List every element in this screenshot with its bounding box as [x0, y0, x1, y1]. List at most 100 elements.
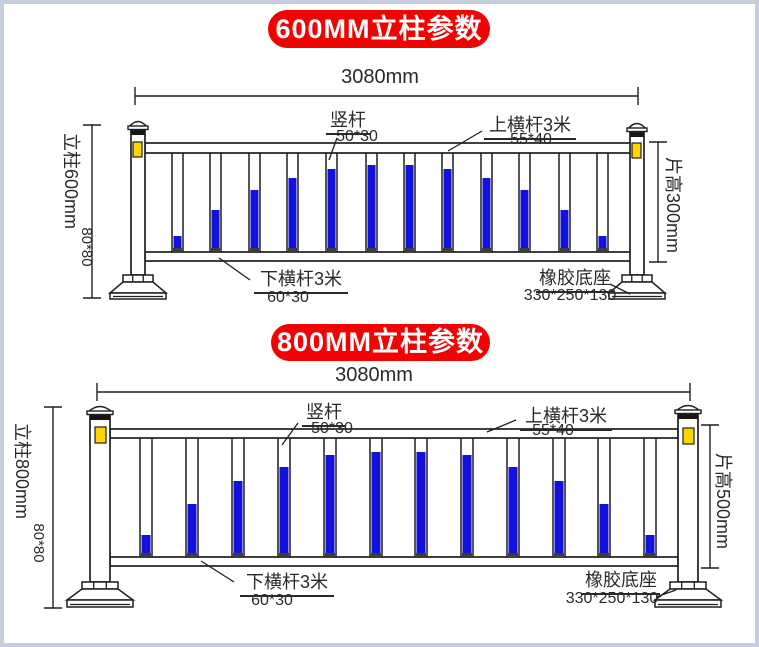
leader-line: [609, 283, 631, 295]
picket-blue-insert: [416, 452, 426, 553]
picket-blue-insert: [405, 165, 414, 248]
post-band: [131, 130, 145, 135]
post-section-dimension: 80*80: [30, 523, 47, 563]
picket-foot: [173, 248, 182, 253]
top-rail-size: 55*40: [510, 131, 552, 148]
picket-blue-insert: [520, 190, 529, 248]
diagram-title: 800MM立柱参数: [276, 327, 485, 357]
leader-line: [200, 560, 235, 583]
base-collar: [669, 581, 707, 590]
picket-blue-insert: [288, 178, 297, 248]
picket-foot: [233, 553, 243, 558]
bottom-rail-size: 60*30: [251, 592, 293, 609]
picket-blue-insert: [250, 190, 259, 248]
picket-blue-insert: [325, 455, 335, 553]
diagram-800-title-banner: 800MM立柱参数: [271, 324, 490, 361]
base-collar: [81, 581, 119, 590]
top-rail-label: 上横杆3米: [484, 111, 576, 140]
picket-foot: [367, 248, 376, 253]
post-cap-rim: [127, 125, 149, 131]
picket-blue-insert: [508, 467, 518, 553]
picket-foot: [405, 248, 414, 253]
picket-blue-insert: [443, 169, 452, 248]
picket-foot: [645, 553, 655, 558]
base-label: 橡胶底座: [582, 566, 660, 595]
post-cap-rim: [86, 410, 114, 416]
diagram-title: 600MM立柱参数: [275, 14, 483, 44]
picket-foot: [443, 248, 452, 253]
base-plate: [66, 599, 134, 608]
upright-label: 竖杆: [302, 398, 346, 427]
post-band: [90, 415, 110, 420]
picket-foot: [288, 248, 297, 253]
picket-foot: [327, 248, 336, 253]
base-label: 橡胶底座: [536, 264, 614, 293]
post-cap-rim: [674, 409, 702, 415]
picket-blue-insert: [598, 236, 607, 248]
fence-diagram-600: [83, 87, 668, 300]
leader-line: [447, 130, 483, 152]
picket-blue-insert: [554, 481, 564, 553]
total-width-dimension: 3080mm: [335, 364, 413, 386]
bottom-rail-label: 下横杆3米: [254, 265, 348, 294]
reflector-sticker: [94, 426, 107, 444]
top-rail-size: 55*40: [532, 422, 574, 439]
picket-blue-insert: [233, 481, 243, 553]
picket-foot: [599, 553, 609, 558]
picket-blue-insert: [482, 178, 491, 248]
picket-blue-insert: [462, 455, 472, 553]
picket-foot: [482, 248, 491, 253]
fence-diagram-800: [44, 383, 724, 609]
leader-line: [328, 137, 338, 161]
bottom-rail: [144, 251, 638, 262]
post-cap-rim: [626, 127, 648, 133]
total-width-dimension: 3080mm: [341, 66, 419, 88]
picket-blue-insert: [367, 165, 376, 248]
picket-foot: [598, 248, 607, 253]
reflector-sticker: [631, 142, 642, 159]
picket-blue-insert: [371, 452, 381, 553]
base-size: 330*250*130: [565, 590, 659, 607]
picket-foot: [211, 248, 220, 253]
picket-blue-insert: [327, 169, 336, 248]
picket-blue-insert: [279, 467, 289, 553]
base-flare: [107, 281, 169, 294]
base-collar: [621, 274, 653, 283]
base-plate: [654, 599, 722, 608]
picket-foot: [462, 553, 472, 558]
post-band: [630, 132, 644, 137]
panel-height-dimension: 片高300mm: [663, 156, 683, 254]
base-flare: [64, 588, 136, 601]
bottom-rail-label: 下横杆3米: [240, 568, 334, 597]
upright-size: 50*30: [311, 420, 353, 437]
bottom-rail-size: 60*30: [267, 289, 309, 306]
leader-line: [281, 422, 299, 446]
top-rail: [144, 142, 638, 154]
leader-line: [486, 419, 517, 433]
diagram-600-title-banner: 600MM立柱参数: [268, 10, 490, 48]
picket-blue-insert: [560, 210, 569, 248]
picket-blue-insert: [141, 535, 151, 553]
picket-blue-insert: [211, 210, 220, 248]
picket-blue-insert: [173, 236, 182, 248]
panel-height-dimension: 片高500mm: [713, 452, 733, 550]
upright-size: 50*30: [336, 128, 378, 145]
picket-foot: [187, 553, 197, 558]
reflector-sticker: [132, 141, 143, 158]
picket-foot: [371, 553, 381, 558]
picket-foot: [554, 553, 564, 558]
top-rail-label: 上横杆3米: [520, 402, 612, 431]
reflector-sticker: [682, 427, 695, 445]
picket-blue-insert: [187, 504, 197, 553]
base-size: 330*250*130: [523, 287, 617, 304]
bottom-rail: [109, 556, 679, 567]
upright-label: 竖杆: [326, 106, 370, 135]
leader-line: [218, 257, 251, 281]
picket-foot: [508, 553, 518, 558]
diagram-linework: [44, 87, 724, 609]
post-band: [678, 414, 698, 419]
picket-foot: [141, 553, 151, 558]
picket-foot: [560, 248, 569, 253]
leader-line: [655, 589, 677, 598]
